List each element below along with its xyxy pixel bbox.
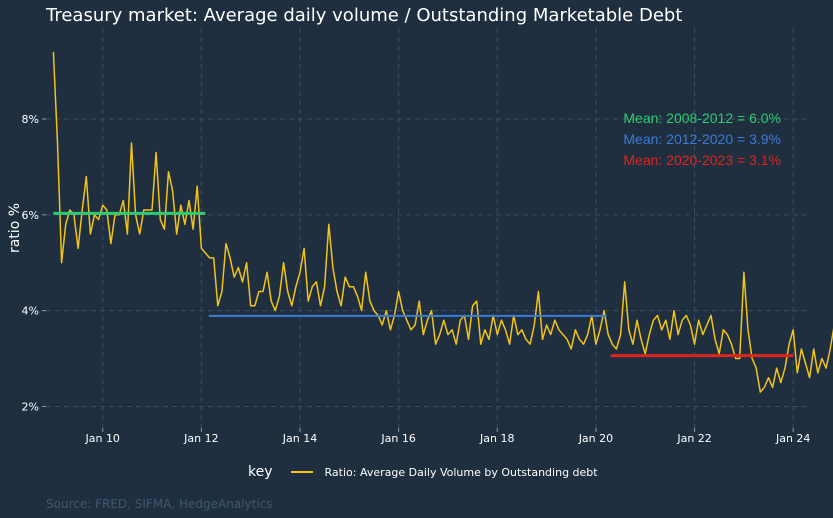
series-group	[52, 51, 833, 393]
y-axis-label: ratio %	[7, 203, 23, 253]
mean-label-1: Mean: 2012-2020 = 3.9%	[623, 131, 781, 147]
legend-swatch	[290, 471, 313, 473]
y-tick-label-2: 6%	[22, 209, 39, 222]
grid-lines	[46, 28, 808, 428]
y-tick-label-0: 2%	[22, 400, 39, 413]
legend: key Ratio: Average Daily Volume by Outst…	[248, 464, 598, 480]
x-tick-label-6: Jan 22	[676, 432, 711, 445]
x-tick-label-3: Jan 16	[380, 432, 415, 445]
x-tick-label-7: Jan 24	[775, 432, 810, 445]
chart-title: Treasury market: Average daily volume / …	[46, 5, 683, 26]
legend-title: key	[248, 464, 273, 480]
x-tick-label-1: Jan 12	[183, 432, 218, 445]
x-axis-ticks: Jan 10 Jan 12 Jan 14 Jan 16 Jan 18 Jan 20 Jan …	[84, 428, 810, 445]
x-tick-label-4: Jan 18	[479, 432, 514, 445]
x-tick-label-2: Jan 14	[282, 432, 317, 445]
x-tick-label-0: Jan 10	[84, 432, 119, 445]
mean-label-0: Mean: 2008-2012 = 6.0%	[623, 110, 781, 126]
mean-labels: Mean: 2008-2012 = 6.0% Mean: 2012-2020 = …	[623, 110, 781, 168]
mean-label-2: Mean: 2020-2023 = 3.1%	[623, 152, 781, 168]
y-axis-ticks: 2% 4% 6% 8%	[22, 113, 46, 413]
source-note: Source: FRED, SIFMA, HedgeAnalytics	[46, 497, 273, 511]
legend-label: Ratio: Average Daily Volume by Outstandi…	[324, 465, 598, 479]
x-tick-label-5: Jan 20	[578, 432, 613, 445]
series-line-0	[52, 51, 833, 393]
y-tick-label-1: 4%	[22, 305, 39, 318]
mean-lines	[53, 211, 794, 358]
y-tick-label-3: 8%	[22, 113, 39, 126]
